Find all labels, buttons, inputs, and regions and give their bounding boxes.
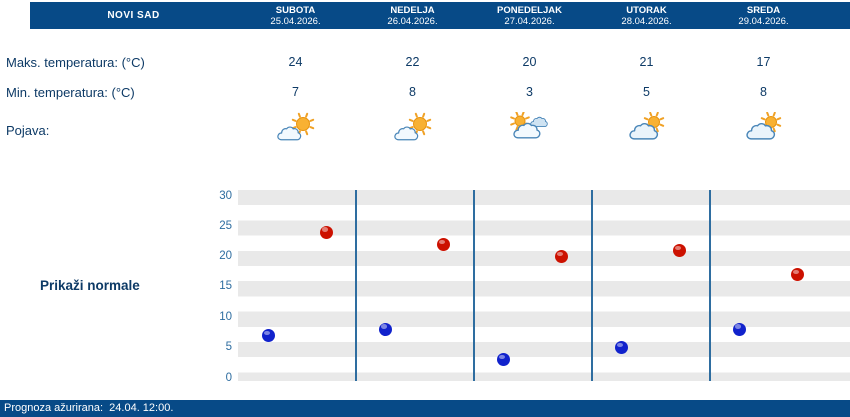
min-temp-dot (261, 329, 275, 343)
day-date: 28.04.2026. (621, 15, 672, 27)
day-date: 25.04.2026. (270, 15, 321, 27)
weather-icon-cell (471, 106, 588, 154)
day-name: SUBOTA (275, 4, 316, 16)
y-axis-tick-label: 20 (219, 250, 232, 263)
phenomenon-row: Pojava: (0, 106, 850, 154)
min-temp-value: 8 (760, 85, 767, 99)
day-date: 27.04.2026. (504, 15, 555, 27)
y-axis-tick-label: 10 (219, 310, 232, 323)
max-temp-dot (554, 250, 568, 264)
y-axis-tick-label: 15 (219, 280, 232, 293)
day-header: SUBOTA 25.04.2026. (237, 2, 354, 29)
weather-icon-cell (237, 106, 354, 154)
day-header: SREDA 29.04.2026. (705, 2, 822, 29)
min-temp-value: 5 (643, 85, 650, 99)
sun-behind-small-cloud-icon (393, 112, 431, 141)
clouds-with-sun-icon (509, 112, 548, 139)
day-separator-line (355, 190, 357, 381)
weather-icon-cell (588, 106, 705, 154)
max-temp-label: Maks. temperatura: (°C) (6, 54, 145, 70)
show-normals-button[interactable]: Prikaži normale (40, 278, 140, 293)
day-separator-line (709, 190, 711, 381)
max-temp-dot (436, 238, 450, 252)
day-date: 29.04.2026. (738, 15, 789, 27)
max-temp-value: 22 (405, 55, 420, 69)
day-header: NEDELJA 26.04.2026. (354, 2, 471, 29)
day-name: UTORAK (626, 4, 667, 16)
status-bar: Prognoza ažurirana: 24.04. 12:00. (0, 400, 850, 417)
max-temp-dot (790, 268, 804, 282)
forecast-header-bar: NOVI SAD SUBOTA 25.04.2026. NEDELJA 26.0… (30, 2, 850, 29)
chart-y-axis: 0 5 10 15 20 25 30 (198, 189, 232, 384)
day-separator-line (591, 190, 593, 381)
min-temp-value: 7 (292, 85, 299, 99)
min-temp-value: 3 (526, 85, 533, 99)
day-header: PONEDELJAK 27.04.2026. (471, 2, 588, 29)
min-temp-value: 8 (409, 85, 416, 99)
sun-behind-small-cloud-icon (276, 112, 314, 141)
max-temp-value: 17 (756, 55, 771, 69)
day-separator-line (473, 190, 475, 381)
location-name: NOVI SAD (107, 10, 160, 21)
phenomenon-label: Pojava: (6, 122, 50, 138)
weather-icon-cell (705, 106, 822, 154)
y-axis-tick-label: 5 (225, 341, 232, 354)
day-name: SREDA (746, 4, 781, 16)
y-axis-tick-label: 25 (219, 219, 232, 232)
max-temp-value: 21 (639, 55, 654, 69)
max-temp-dot (319, 225, 333, 239)
max-temperature-row: Maks. temperatura: (°C) 24 22 20 21 17 (0, 52, 850, 72)
min-temperature-row: Min. temperatura: (°C) 7 8 3 5 8 (0, 82, 850, 102)
day-name: NEDELJA (390, 4, 435, 16)
y-axis-tick-label: 30 (219, 189, 232, 202)
temperature-chart-section: Prikaži normale 0 5 10 15 20 25 30 (0, 189, 850, 384)
min-temp-dot (614, 341, 628, 355)
temperature-scatter-plot (238, 190, 850, 381)
min-temp-label: Min. temperatura: (°C) (6, 84, 135, 100)
max-temp-dot (672, 244, 686, 258)
max-temp-value: 24 (288, 55, 303, 69)
max-temp-value: 20 (522, 55, 537, 69)
day-header: UTORAK 28.04.2026. (588, 2, 705, 29)
y-axis-tick-label: 0 (225, 371, 232, 384)
weather-icon-cell (354, 106, 471, 154)
min-temp-dot (496, 353, 510, 367)
cloud-with-sun-behind-icon (628, 112, 664, 140)
day-date: 26.04.2026. (387, 15, 438, 27)
day-name: PONEDELJAK (497, 4, 562, 16)
cloud-with-sun-behind-icon (745, 112, 781, 140)
min-temp-dot (732, 322, 746, 336)
min-temp-dot (378, 322, 392, 336)
